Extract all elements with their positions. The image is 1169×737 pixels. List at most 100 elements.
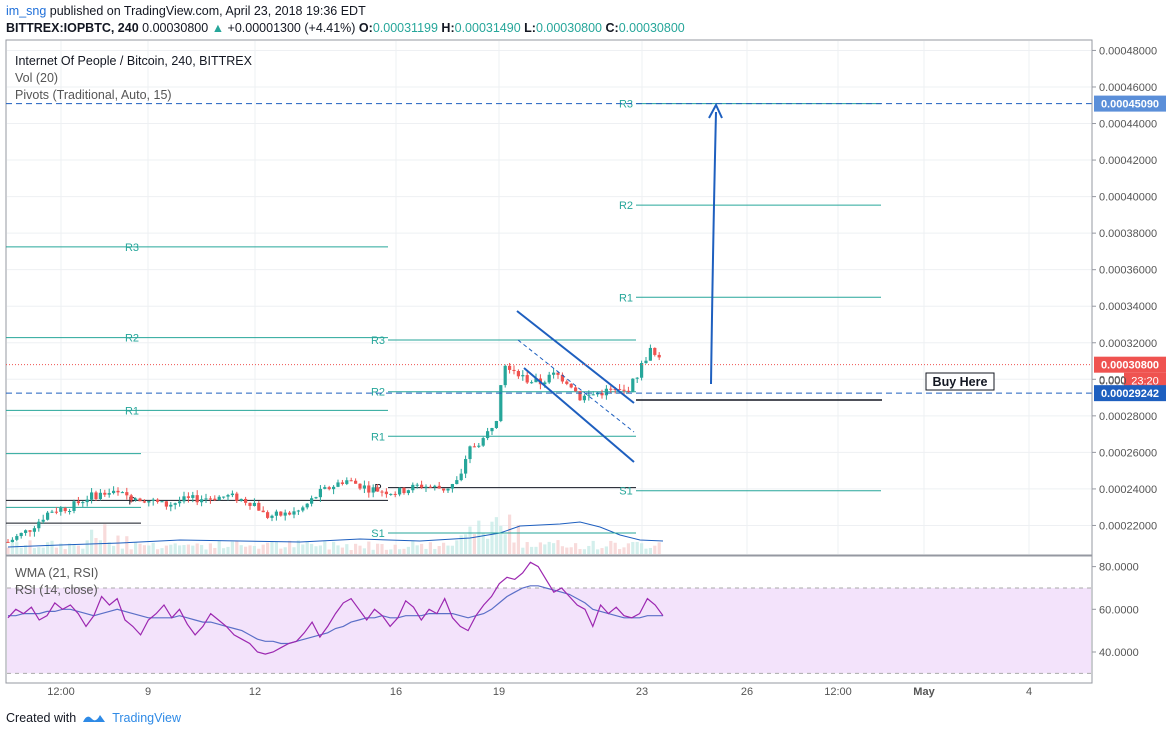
volume-bar: [103, 524, 107, 554]
candle-body: [604, 388, 608, 396]
volume-bar: [235, 541, 239, 554]
candle-body: [59, 508, 63, 512]
candle-body: [508, 365, 512, 370]
candle-body: [428, 486, 432, 488]
candle-body: [631, 378, 635, 392]
candle-body: [574, 387, 578, 392]
volume-bar: [345, 544, 349, 554]
candle-body: [164, 501, 168, 507]
volume-bar: [24, 545, 28, 554]
time-tick-label: 23: [636, 686, 648, 698]
candle-body: [354, 480, 358, 484]
price-tick-label: 0.00024000: [1099, 484, 1157, 496]
open-value: 0.00031199: [372, 21, 438, 35]
volume-bar: [477, 520, 481, 554]
candle-body: [587, 394, 591, 396]
tradingview-link[interactable]: TradingView: [112, 711, 181, 725]
volume-bar: [622, 547, 626, 554]
candle-body: [116, 490, 120, 493]
candle-body: [613, 389, 617, 391]
main-pane[interactable]: [5, 39, 1093, 556]
up-arrow-icon: ▲: [211, 21, 225, 35]
pivot-label-r1: R1: [371, 431, 385, 443]
volume-bar: [547, 541, 551, 554]
open-label: O:: [358, 21, 373, 35]
volume-bar: [596, 549, 600, 554]
candle-body: [318, 488, 322, 498]
buy-here-box[interactable]: [925, 372, 995, 391]
candle-body: [582, 395, 586, 401]
candle-body: [134, 498, 138, 501]
volume-bar: [560, 546, 564, 554]
time-tick-label: 9: [145, 686, 151, 698]
candle-body: [490, 427, 494, 432]
volume-bar: [578, 549, 582, 554]
candle-body: [138, 498, 142, 502]
candle-body: [76, 501, 80, 504]
channel-lower: [523, 367, 635, 463]
countdown-bg: [1124, 372, 1166, 388]
volume-bar: [195, 543, 199, 554]
volume-bar: [556, 540, 560, 554]
candle-body: [459, 473, 463, 481]
volume-bar: [200, 544, 204, 554]
volume-bar: [613, 542, 617, 554]
volume-bar: [19, 547, 23, 554]
volume-bar: [85, 540, 89, 554]
footer: Created with TradingView: [6, 711, 181, 725]
volume-bar: [376, 543, 380, 554]
volume-bar: [552, 543, 556, 554]
candle-body: [81, 502, 85, 504]
volume-bar: [481, 533, 485, 554]
volume-bar: [129, 549, 133, 554]
buy-here-label: Buy Here: [933, 375, 988, 389]
countdown-tag: 23:20: [1131, 376, 1159, 388]
volume-bar: [393, 544, 397, 554]
publish-info: im_sng published on TradingView.com, Apr…: [6, 4, 366, 18]
candle-body: [151, 499, 155, 501]
volume-bar: [332, 541, 336, 554]
volume-bar: [525, 542, 529, 554]
candle-body: [266, 512, 270, 518]
price-axis[interactable]: 0.00022000 0.00024000 0.00026000 0.00028000…: [1091, 40, 1157, 683]
volume-bar: [340, 547, 344, 554]
volume-bar: [406, 546, 410, 554]
low-value: 0.00030800: [535, 21, 603, 35]
volume-bar: [222, 548, 226, 554]
volume-bar: [283, 547, 287, 554]
candle-body: [46, 512, 50, 520]
pivot-label-r3: R3: [371, 335, 385, 347]
tradingview-logo-icon: [83, 715, 106, 722]
author-link[interactable]: im_sng: [6, 4, 47, 18]
pivot-label-r1: R1: [619, 292, 633, 304]
legend-volume: Vol (20): [15, 71, 58, 85]
price-tick-label: 0.00048000: [1099, 45, 1157, 57]
time-axis[interactable]: 12:00 9 12 16 19 23 26 12:00 May 4: [6, 682, 1092, 698]
volume-bar: [459, 535, 463, 554]
candle-body: [103, 492, 107, 495]
candle-body: [129, 495, 133, 501]
volume-bar: [450, 545, 454, 554]
legend-rsi: RSI (14, close): [15, 583, 98, 597]
time-tick-label: May: [913, 686, 935, 698]
volume-bar: [574, 543, 578, 554]
candle-body: [244, 498, 248, 503]
last-price-tag: 0.00030800: [1101, 360, 1159, 372]
volume-bar: [63, 549, 67, 554]
volume-bar: [32, 548, 36, 554]
legend-title: Internet Of People / Bitcoin, 240, BITTR…: [15, 54, 253, 68]
candle-body: [323, 487, 327, 489]
candle-body: [107, 493, 111, 495]
volume-bar: [292, 547, 296, 554]
volume-bar: [591, 540, 595, 554]
legend-wma: WMA (21, RSI): [15, 566, 98, 580]
candle-body: [63, 508, 67, 512]
candle-body: [257, 502, 261, 511]
volume-bar: [204, 549, 208, 554]
candle-body: [525, 375, 529, 383]
candle-body: [191, 495, 195, 498]
candle-body: [173, 503, 177, 505]
candle-body: [367, 485, 371, 493]
candle-body: [301, 507, 305, 511]
